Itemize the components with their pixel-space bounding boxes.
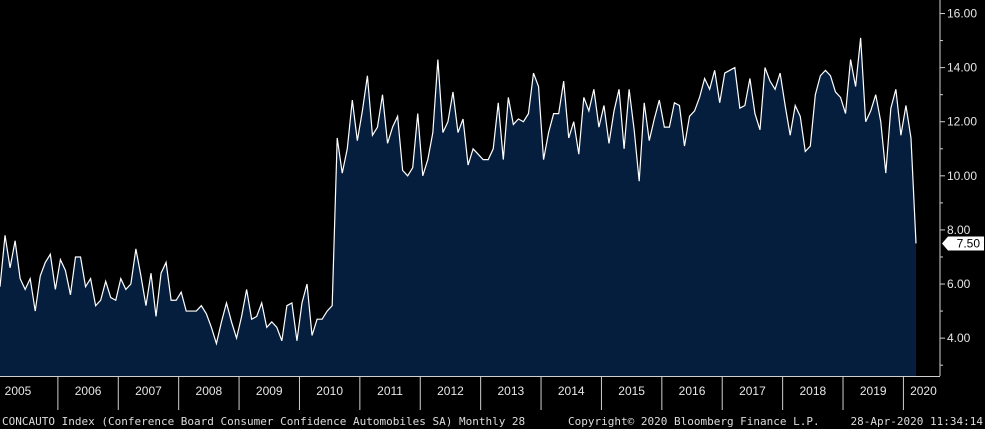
last-value-label: 7.50 (957, 236, 981, 250)
last-value-box (942, 236, 984, 251)
y-tick-label: 14.00 (947, 61, 977, 75)
y-axis: 16.00 14.00 12.00 10.00 8.00 6.00 4.00 (939, 0, 977, 376)
x-tick-label: 2017 (739, 384, 766, 398)
y-tick-label: 16.00 (947, 7, 977, 21)
plot-area (0, 37, 917, 377)
footer-timestamp: 28-Apr-2020 11:34:14 (851, 415, 984, 428)
footer: CONCAUTO Index (Conference Board Consume… (2, 415, 983, 428)
series-area (0, 37, 916, 377)
x-tick-label: 2019 (860, 384, 887, 398)
x-tick-label: 2015 (618, 384, 645, 398)
x-tick-label: 2008 (196, 384, 223, 398)
x-tick-label: 2007 (135, 384, 162, 398)
footer-copyright: Copyright© 2020 Bloomberg Finance L.P. (568, 415, 820, 428)
x-tick-label: 2010 (316, 384, 343, 398)
x-tick-label: 2006 (75, 384, 102, 398)
x-tick-label: 2018 (799, 384, 826, 398)
x-tick-label: 2014 (558, 384, 585, 398)
x-axis: 2005 2006 2007 2008 2009 2010 2011 2012 2013 2014… (0, 376, 940, 410)
series-line (0, 37, 917, 346)
x-tick-label: 2011 (377, 384, 403, 398)
x-tick-label: 2012 (437, 384, 464, 398)
y-tick-label: 4.00 (947, 331, 971, 345)
y-tick-label: 10.00 (947, 169, 977, 183)
footer-index-description: CONCAUTO Index (Conference Board Consume… (2, 415, 525, 428)
y-tick-label: 12.00 (947, 115, 977, 129)
y-tick-label: 6.00 (947, 277, 971, 291)
x-tick-label: 2016 (679, 384, 706, 398)
x-tick-label: 2005 (5, 384, 32, 398)
y-tick-label: 8.00 (947, 223, 971, 237)
x-tick-label: 2013 (497, 384, 524, 398)
x-tick-label: 2020 (910, 384, 937, 398)
last-value-marker: 7.50 (942, 236, 984, 251)
x-tick-label: 2009 (256, 384, 283, 398)
